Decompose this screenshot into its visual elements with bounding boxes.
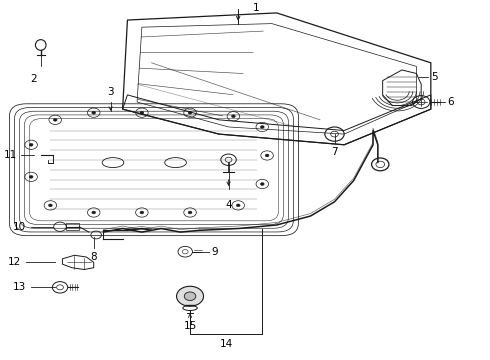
Circle shape xyxy=(49,204,52,207)
Circle shape xyxy=(53,118,57,121)
Text: 12: 12 xyxy=(8,257,22,267)
Text: 5: 5 xyxy=(431,72,438,82)
Text: 10: 10 xyxy=(13,222,26,232)
Circle shape xyxy=(188,211,192,214)
Circle shape xyxy=(231,115,235,118)
Text: 7: 7 xyxy=(331,147,338,157)
Text: 9: 9 xyxy=(212,247,219,257)
Text: 2: 2 xyxy=(30,73,37,84)
Text: 14: 14 xyxy=(220,339,233,349)
Circle shape xyxy=(29,143,33,146)
Text: 4: 4 xyxy=(225,200,232,210)
Circle shape xyxy=(176,286,203,306)
Text: 11: 11 xyxy=(3,150,17,161)
Circle shape xyxy=(92,211,96,214)
Text: 3: 3 xyxy=(107,87,114,97)
Circle shape xyxy=(140,211,144,214)
Text: 15: 15 xyxy=(183,321,196,331)
Circle shape xyxy=(260,126,264,129)
Text: 1: 1 xyxy=(253,3,259,13)
Text: 6: 6 xyxy=(448,97,454,107)
Text: 8: 8 xyxy=(91,252,97,262)
Circle shape xyxy=(92,111,96,114)
Circle shape xyxy=(140,111,144,114)
Circle shape xyxy=(236,204,240,207)
Circle shape xyxy=(184,292,196,301)
Circle shape xyxy=(265,154,269,157)
Circle shape xyxy=(188,111,192,114)
Text: 13: 13 xyxy=(13,282,26,292)
Circle shape xyxy=(260,183,264,185)
Circle shape xyxy=(29,175,33,178)
